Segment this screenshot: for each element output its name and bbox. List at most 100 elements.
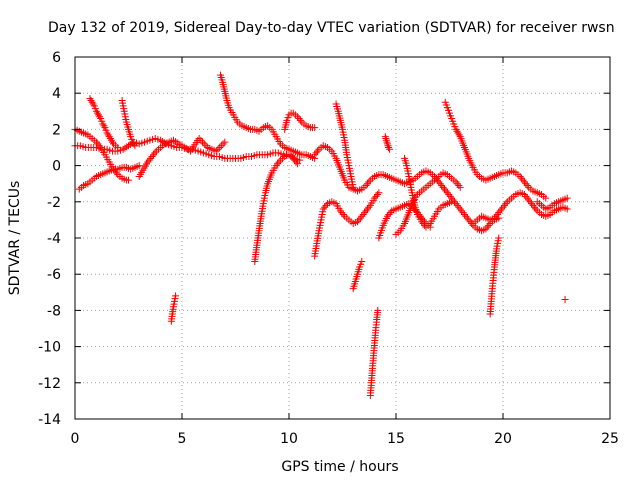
data-point xyxy=(92,138,100,146)
series-arc-u xyxy=(469,189,571,228)
data-point xyxy=(145,156,153,164)
x-tick-label: 25 xyxy=(601,431,619,447)
data-point xyxy=(455,131,463,139)
data-point xyxy=(483,223,491,231)
data-point xyxy=(443,189,451,197)
data-point xyxy=(499,203,507,211)
series-arc-n xyxy=(349,258,366,293)
data-point xyxy=(110,165,118,173)
data-point xyxy=(119,145,127,153)
y-tick-label: -14 xyxy=(38,412,61,428)
data-point xyxy=(561,296,569,304)
data-point xyxy=(386,209,394,217)
y-tick-label: -12 xyxy=(38,376,61,392)
data-point xyxy=(87,96,95,104)
data-point xyxy=(349,183,357,191)
data-point xyxy=(383,140,391,148)
data-point xyxy=(121,144,129,152)
x-tick-label: 20 xyxy=(494,431,512,447)
data-point xyxy=(148,153,156,161)
data-point xyxy=(321,203,329,211)
data-point xyxy=(523,194,531,202)
data-point xyxy=(375,189,383,197)
data-point xyxy=(356,214,364,222)
data-point xyxy=(385,210,393,218)
data-point xyxy=(502,200,510,208)
data-point xyxy=(485,221,493,229)
data-point xyxy=(221,138,229,146)
data-point xyxy=(311,151,319,159)
data-point xyxy=(86,95,94,103)
data-point xyxy=(99,120,107,128)
data-point xyxy=(381,133,389,141)
y-tick-label: -2 xyxy=(47,195,61,211)
data-point xyxy=(459,209,467,217)
series-arc-l xyxy=(311,142,503,235)
data-point xyxy=(453,201,461,209)
data-point xyxy=(363,180,371,188)
data-point xyxy=(460,210,468,218)
data-point xyxy=(446,192,454,200)
data-point xyxy=(216,144,224,151)
series-arc-o xyxy=(366,306,382,399)
data-point xyxy=(530,203,538,211)
data-point xyxy=(311,124,319,132)
data-point xyxy=(500,201,508,209)
data-point xyxy=(289,154,297,162)
data-point xyxy=(94,140,102,148)
y-tick-label: -8 xyxy=(47,303,61,319)
data-point xyxy=(112,169,120,177)
data-point xyxy=(129,138,137,146)
data-point xyxy=(529,201,537,209)
y-tick-label: 6 xyxy=(52,50,61,66)
data-point xyxy=(498,205,506,213)
data-point xyxy=(436,180,444,188)
series-arc-m xyxy=(332,100,357,191)
data-point xyxy=(157,136,165,144)
data-point xyxy=(383,212,391,220)
data-point xyxy=(495,234,503,242)
data-point xyxy=(339,210,347,218)
data-point xyxy=(197,136,205,144)
data-point xyxy=(294,113,302,121)
data-point xyxy=(275,158,283,166)
data-point xyxy=(418,218,426,226)
data-point xyxy=(518,174,526,182)
data-point xyxy=(522,192,530,200)
data-point xyxy=(419,220,427,228)
data-point xyxy=(519,176,527,184)
data-point xyxy=(355,216,363,224)
y-tick-label: -10 xyxy=(38,340,61,356)
data-point xyxy=(296,116,304,124)
data-point xyxy=(492,212,500,220)
data-point xyxy=(212,147,220,155)
data-point xyxy=(383,138,391,146)
data-point xyxy=(200,140,208,148)
data-point xyxy=(516,172,524,180)
data-point xyxy=(455,203,463,211)
data-point xyxy=(135,162,143,170)
data-point xyxy=(448,198,456,206)
x-tick-label: 10 xyxy=(280,431,298,447)
data-point xyxy=(93,109,101,117)
series-arc-f xyxy=(135,134,229,180)
data-point xyxy=(217,142,225,150)
data-point xyxy=(361,209,369,217)
data-point xyxy=(520,191,528,199)
data-point xyxy=(291,156,299,164)
series-point-x xyxy=(561,296,569,304)
data-point xyxy=(88,98,96,106)
data-point xyxy=(359,210,367,218)
series-arc-k xyxy=(311,189,383,260)
data-point xyxy=(338,209,346,217)
data-point xyxy=(563,205,571,213)
series-arc-t xyxy=(441,98,550,202)
data-point xyxy=(358,258,366,266)
data-point xyxy=(147,154,155,162)
series-arc-g xyxy=(167,292,180,325)
x-tick-label: 0 xyxy=(71,431,80,447)
data-point xyxy=(322,201,330,209)
data-point xyxy=(144,158,152,166)
series-arc-w xyxy=(533,194,571,213)
